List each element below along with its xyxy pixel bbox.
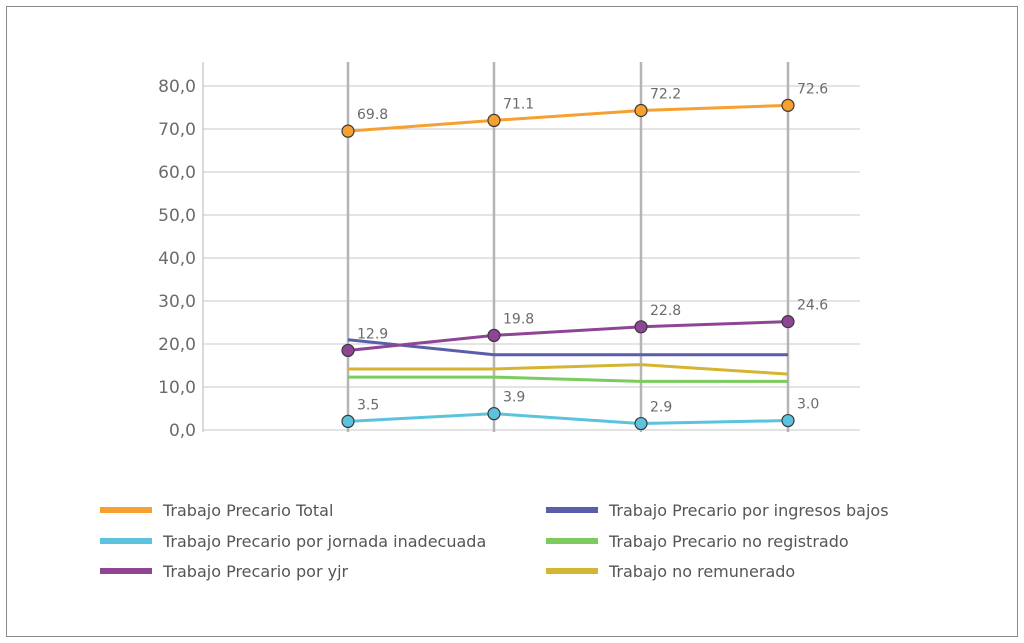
series-line bbox=[347, 103, 789, 133]
series-line bbox=[347, 338, 788, 357]
data-label: 3.5 bbox=[357, 397, 379, 413]
y-tick-label: 0,0 bbox=[169, 421, 196, 441]
data-point bbox=[341, 343, 355, 358]
data-label: 19.8 bbox=[503, 311, 534, 327]
chart-frame bbox=[6, 6, 1018, 637]
series-line bbox=[347, 320, 789, 352]
data-point bbox=[487, 328, 501, 342]
data-point bbox=[781, 413, 795, 428]
legend-label: Trabajo Precario Total bbox=[162, 501, 333, 520]
y-tick-label: 70,0 bbox=[158, 120, 196, 140]
y-tick-label: 20,0 bbox=[158, 335, 196, 355]
series-line bbox=[348, 375, 788, 383]
series-line bbox=[347, 412, 789, 426]
y-tick-label: 10,0 bbox=[158, 378, 196, 398]
data-label: 2.9 bbox=[650, 400, 672, 416]
y-tick-label: 40,0 bbox=[158, 249, 196, 269]
y-tick-label: 60,0 bbox=[158, 163, 196, 183]
data-label: 71.1 bbox=[503, 96, 534, 112]
legend-label: Trabajo no remunerado bbox=[608, 562, 795, 581]
data-label: 72.6 bbox=[797, 81, 828, 97]
y-tick-label: 80,0 bbox=[158, 77, 196, 97]
data-label: 3.0 bbox=[797, 397, 819, 413]
legend-label: Trabajo Precario no registrado bbox=[608, 532, 849, 551]
data-point bbox=[487, 407, 501, 421]
y-tick-label: 30,0 bbox=[158, 292, 196, 312]
legend-label: Trabajo Precario por jornada inadecuada bbox=[162, 532, 486, 551]
data-label: 12.9 bbox=[357, 326, 388, 342]
data-point bbox=[341, 414, 355, 428]
data-label: 3.9 bbox=[503, 390, 525, 406]
legend-label: Trabajo Precario por yjr bbox=[162, 562, 349, 581]
legend-label: Trabajo Precario por ingresos bajos bbox=[608, 501, 889, 520]
data-point bbox=[634, 103, 648, 118]
data-point bbox=[487, 113, 501, 128]
data-point bbox=[634, 416, 648, 431]
data-label: 22.8 bbox=[650, 303, 681, 319]
series-line bbox=[348, 363, 789, 376]
data-point bbox=[341, 124, 355, 138]
data-label: 72.2 bbox=[650, 87, 681, 103]
data-label: 24.6 bbox=[797, 298, 828, 314]
data-point bbox=[781, 98, 795, 112]
data-label: 69.8 bbox=[357, 107, 388, 123]
data-point bbox=[634, 320, 648, 334]
y-tick-label: 50,0 bbox=[158, 206, 196, 226]
data-point bbox=[781, 315, 795, 329]
